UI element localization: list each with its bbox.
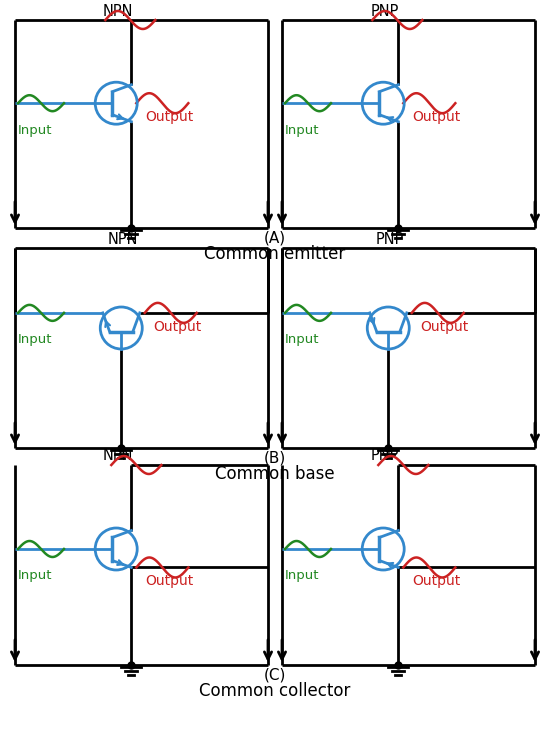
Text: Input: Input [285, 124, 319, 136]
Text: NPN: NPN [103, 4, 134, 18]
Text: Common collector: Common collector [199, 682, 351, 700]
Text: Input: Input [18, 334, 52, 347]
Text: Output: Output [145, 110, 194, 124]
Text: Input: Input [18, 124, 52, 136]
Text: PNP: PNP [376, 232, 404, 246]
Text: (A): (A) [264, 230, 286, 246]
Text: Output: Output [412, 575, 460, 589]
Text: PNP: PNP [371, 4, 399, 18]
Text: Output: Output [145, 575, 194, 589]
Text: Common emitter: Common emitter [205, 245, 345, 263]
Text: Common base: Common base [215, 465, 335, 483]
Text: PNP: PNP [371, 449, 399, 463]
Text: (B): (B) [264, 451, 286, 465]
Text: NPN: NPN [108, 232, 139, 246]
Text: NPN: NPN [103, 449, 134, 463]
Text: Input: Input [285, 570, 319, 583]
Text: Input: Input [285, 334, 319, 347]
Text: Input: Input [18, 570, 52, 583]
Text: (C): (C) [264, 668, 286, 682]
Text: Output: Output [421, 320, 469, 334]
Text: Output: Output [412, 110, 460, 124]
Text: Output: Output [153, 320, 202, 334]
